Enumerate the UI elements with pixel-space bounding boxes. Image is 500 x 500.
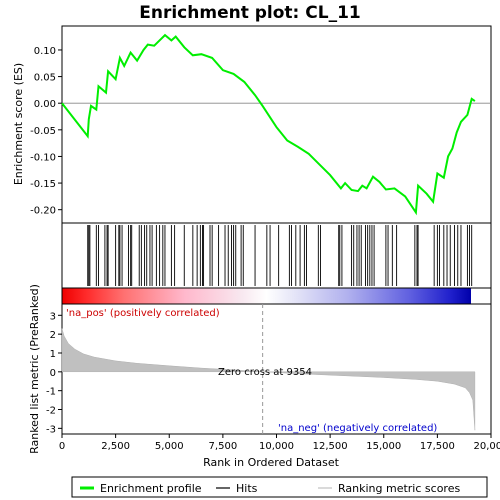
metric-y-tick-label: 0 xyxy=(50,368,56,379)
metric-x-tick-label: 15,000 xyxy=(366,441,401,452)
enrichment-panel-frame xyxy=(61,25,492,224)
metric-x-tick-label: 2,500 xyxy=(101,441,130,452)
legend-item-label: Ranking metric scores xyxy=(338,482,460,495)
metric-y-tick-label: 3 xyxy=(50,311,56,322)
chart-legend: Enrichment profile Hits Ranking metric sco… xyxy=(71,476,488,498)
metric-y-tick-label: -1 xyxy=(46,387,56,398)
ranking-metric-area xyxy=(61,328,476,431)
legend-item-label: Enrichment profile xyxy=(100,482,202,495)
metric-x-tick-label: 20,000 xyxy=(474,441,500,452)
enrichment-profile-line xyxy=(61,33,476,216)
enrichment-panel: 0.10 0.05 0.00 -0.05 -0.10 -0.15 -0.20 Enrichm… xyxy=(12,25,492,224)
positive-correlation-label: 'na_pos' (positively correlated) xyxy=(66,308,220,319)
es-y-tick-label: -0.15 xyxy=(30,179,56,190)
ranked-metric-panel: 3 2 1 0 -1 -2 -3 0 2,500 5,000 7,500 10,000 12,500 1… xyxy=(28,284,500,469)
chart-title: Enrichment plot: CL_11 xyxy=(139,3,360,23)
es-y-tick-label: 0.05 xyxy=(34,73,56,84)
es-y-tick-label: -0.10 xyxy=(30,152,56,163)
metric-x-axis-label: Rank in Ordered Dataset xyxy=(203,456,340,469)
metric-x-tick-label: 7,500 xyxy=(209,441,238,452)
metric-x-tick-label: 17,500 xyxy=(420,441,455,452)
metric-x-tick-label: 0 xyxy=(59,441,65,452)
hits-panel-frame xyxy=(61,222,492,289)
es-y-tick-label: -0.20 xyxy=(30,206,56,217)
es-y-tick-label: -0.05 xyxy=(30,126,56,137)
legend-box xyxy=(71,476,488,498)
es-y-tick-label: 0.00 xyxy=(34,99,56,110)
metric-y-tick-label: 2 xyxy=(50,330,56,341)
metric-y-tick-label: -2 xyxy=(46,406,56,417)
metric-y-axis-label: Ranked list metric (PreRanked) xyxy=(28,284,41,454)
rank-heatmap-panel xyxy=(61,287,492,305)
rank-heatmap-bar xyxy=(62,288,471,304)
negative-correlation-label: 'na_neg' (negatively correlated) xyxy=(278,423,437,434)
metric-y-tick-label: -3 xyxy=(46,424,56,435)
metric-y-tick-label: 1 xyxy=(50,349,56,360)
es-y-tick-label: 0.10 xyxy=(34,46,56,57)
hits-panel xyxy=(61,222,492,289)
metric-x-tick-label: 10,000 xyxy=(259,441,294,452)
metric-x-tick-label: 12,500 xyxy=(313,441,348,452)
metric-x-tick-label: 5,000 xyxy=(155,441,184,452)
legend-item-label: Hits xyxy=(236,482,258,495)
zero-cross-label: Zero cross at 9354 xyxy=(218,367,312,378)
es-y-axis-label: Enrichment score (ES) xyxy=(12,63,25,185)
